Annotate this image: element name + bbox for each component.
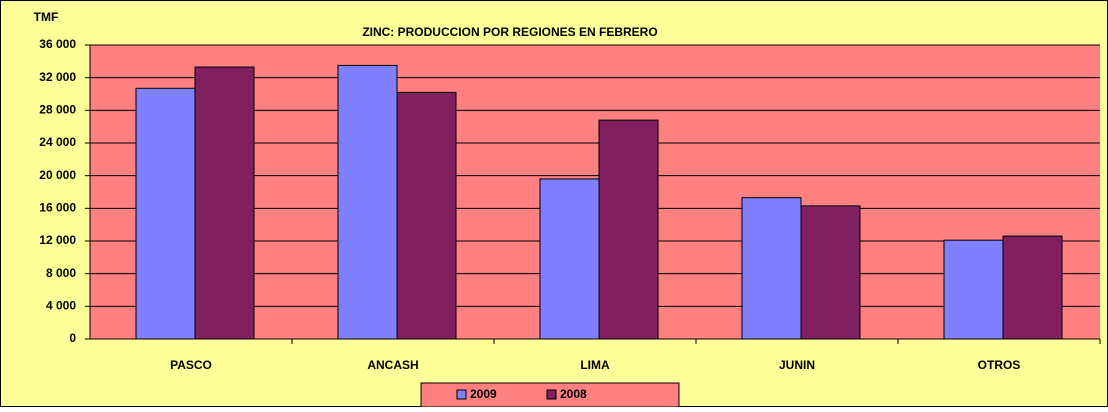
x-tick-label: OTROS bbox=[978, 358, 1021, 372]
bar bbox=[396, 91, 457, 340]
y-tick-label: 16 000 bbox=[39, 201, 76, 215]
y-tick-label: 8 000 bbox=[46, 266, 76, 280]
y-tick-label: 24 000 bbox=[39, 135, 76, 149]
legend-label: 2008 bbox=[560, 387, 587, 401]
legend-label: 2009 bbox=[470, 387, 497, 401]
y-axis-label: TMF bbox=[34, 10, 59, 24]
y-tick-label: 28 000 bbox=[39, 103, 76, 117]
bar bbox=[598, 119, 659, 340]
y-tick-label: 0 bbox=[69, 331, 76, 345]
x-tick-label: JUNIN bbox=[779, 358, 815, 372]
bar bbox=[539, 178, 600, 340]
bar bbox=[337, 64, 398, 340]
bar bbox=[135, 87, 196, 340]
y-tick-label: 36 000 bbox=[39, 37, 76, 51]
y-tick-label: 32 000 bbox=[39, 70, 76, 84]
bar bbox=[194, 66, 255, 340]
x-tick-label: ANCASH bbox=[367, 358, 418, 372]
bar bbox=[741, 197, 802, 340]
x-tick-label: PASCO bbox=[170, 358, 212, 372]
y-tick-label: 20 000 bbox=[39, 168, 76, 182]
bar bbox=[943, 239, 1004, 340]
x-tick-label: LIMA bbox=[580, 358, 610, 372]
chart-title: ZINC: PRODUCCION POR REGIONES EN FEBRERO bbox=[362, 25, 657, 39]
legend-swatch bbox=[456, 389, 467, 400]
legend-swatch bbox=[546, 389, 557, 400]
y-tick-label: 4 000 bbox=[46, 299, 76, 313]
bar bbox=[800, 205, 861, 340]
y-tick-label: 12 000 bbox=[39, 233, 76, 247]
bar bbox=[1002, 235, 1063, 340]
